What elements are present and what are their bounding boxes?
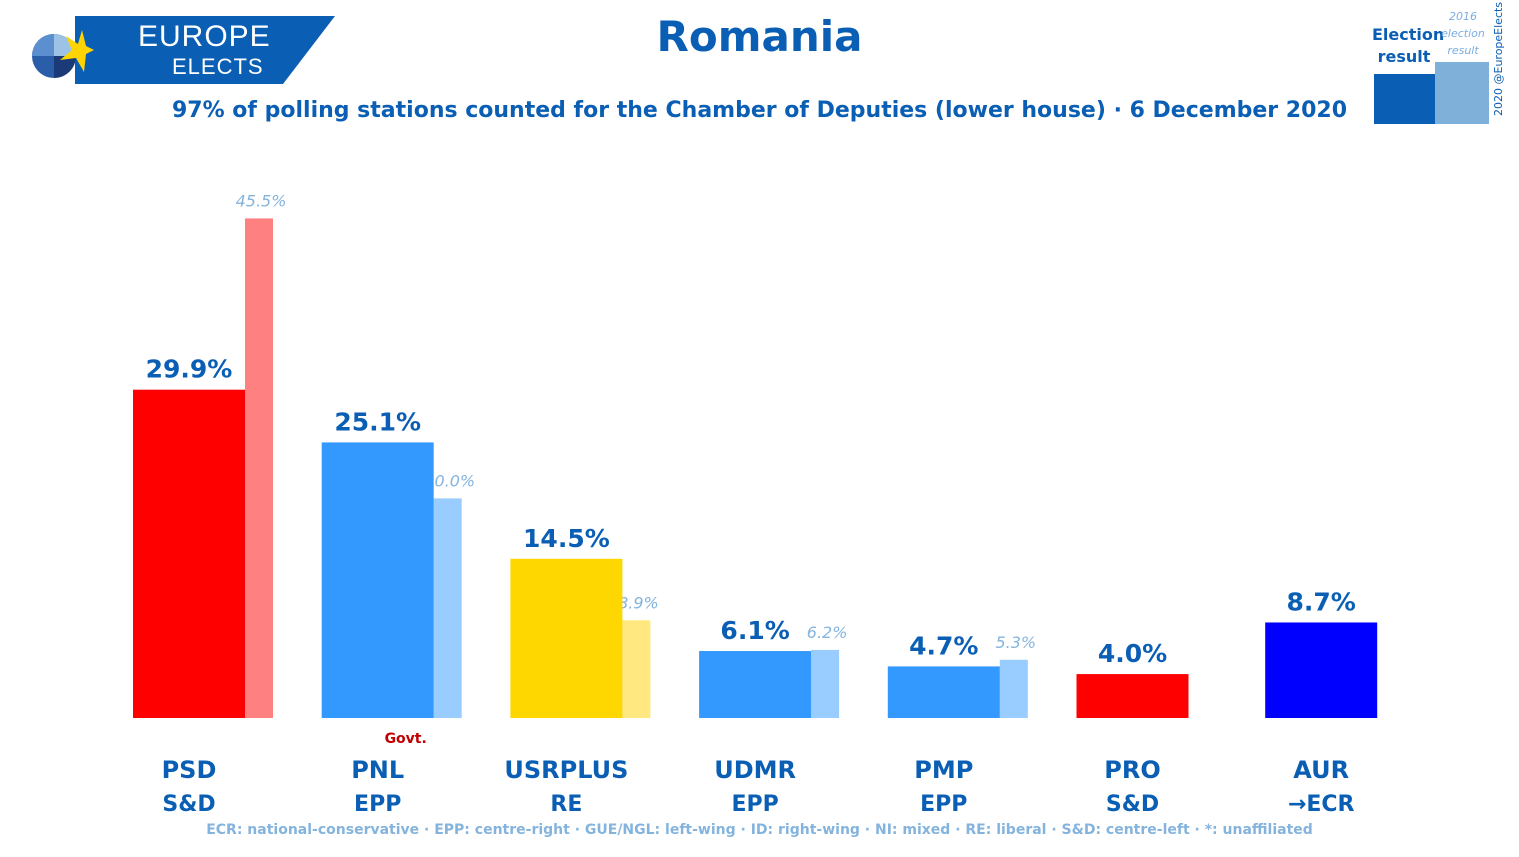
party-name-pro: PRO bbox=[1104, 756, 1160, 784]
label-2020-pmp: 4.7% bbox=[909, 631, 978, 660]
bar-2020-pmp bbox=[887, 666, 1000, 718]
label-2016-udmr: 6.2% bbox=[807, 623, 848, 642]
logo-banner bbox=[75, 16, 335, 84]
bar-2020-pro bbox=[1076, 674, 1189, 718]
chart-subtitle: 97% of polling stations counted for the … bbox=[171, 98, 1348, 123]
party-name-udmr: UDMR bbox=[714, 756, 796, 784]
label-2020-aur: 8.7% bbox=[1287, 587, 1356, 616]
party-name-pnl: PNL bbox=[351, 756, 404, 784]
bar-2016-pnl bbox=[433, 498, 462, 718]
bar-2020-usrplus bbox=[510, 558, 623, 718]
label-2020-usrplus: 14.5% bbox=[523, 524, 610, 553]
bar-2020-pnl bbox=[321, 442, 434, 718]
bar-2016-pmp bbox=[999, 659, 1028, 718]
party-name-pmp: PMP bbox=[914, 756, 973, 784]
party-name-psd: PSD bbox=[162, 756, 217, 784]
bar-2020-aur bbox=[1265, 622, 1378, 718]
party-group-psd: S&D bbox=[162, 792, 215, 817]
label-2016-usrplus: 8.9% bbox=[618, 593, 659, 612]
bar-2016-udmr bbox=[811, 649, 840, 718]
label-2020-psd: 29.9% bbox=[146, 355, 233, 384]
bar-2020-udmr bbox=[699, 651, 812, 718]
bar-2020-psd bbox=[133, 389, 245, 718]
bar-2016-usrplus bbox=[622, 620, 651, 718]
party-group-pmp: EPP bbox=[920, 792, 967, 817]
party-group-pro: S&D bbox=[1106, 792, 1159, 817]
label-2020-pro: 4.0% bbox=[1098, 639, 1167, 668]
legend-current-swatch bbox=[1374, 74, 1435, 124]
logo-text-elects: ELECTS bbox=[172, 54, 264, 79]
party-group-pnl: EPP bbox=[354, 792, 401, 817]
label-2016-pmp: 5.3% bbox=[995, 633, 1036, 652]
bar-2016-psd bbox=[245, 218, 273, 718]
legend-previous-label: 2016 election result bbox=[1441, 10, 1485, 57]
logo-text-europe: EUROPE bbox=[138, 20, 271, 53]
party-name-aur: AUR bbox=[1293, 756, 1349, 784]
label-2020-udmr: 6.1% bbox=[720, 616, 789, 645]
logo-pie-star-icon bbox=[32, 30, 94, 78]
party-group-aur: →ECR bbox=[1288, 792, 1355, 817]
party-group-udmr: EPP bbox=[731, 792, 778, 817]
party-name-usrplus: USRPLUS bbox=[504, 756, 628, 784]
label-2016-psd: 45.5% bbox=[236, 191, 287, 210]
chart-title: Romania bbox=[656, 12, 863, 61]
europe-elects-logo: EUROPE ELECTS bbox=[0, 0, 340, 95]
govt-annotation: Govt. bbox=[385, 731, 427, 747]
label-2016-pnl: 20.0% bbox=[424, 471, 475, 490]
footnote: ECR: national-conservative · EPP: centre… bbox=[206, 822, 1313, 838]
party-group-usrplus: RE bbox=[550, 792, 582, 817]
legend-previous-swatch bbox=[1435, 62, 1489, 124]
legend: Election result 2016 election result bbox=[1368, 8, 1498, 128]
label-2020-pnl: 25.1% bbox=[334, 407, 421, 436]
legend-current-label: Election result bbox=[1372, 25, 1445, 66]
